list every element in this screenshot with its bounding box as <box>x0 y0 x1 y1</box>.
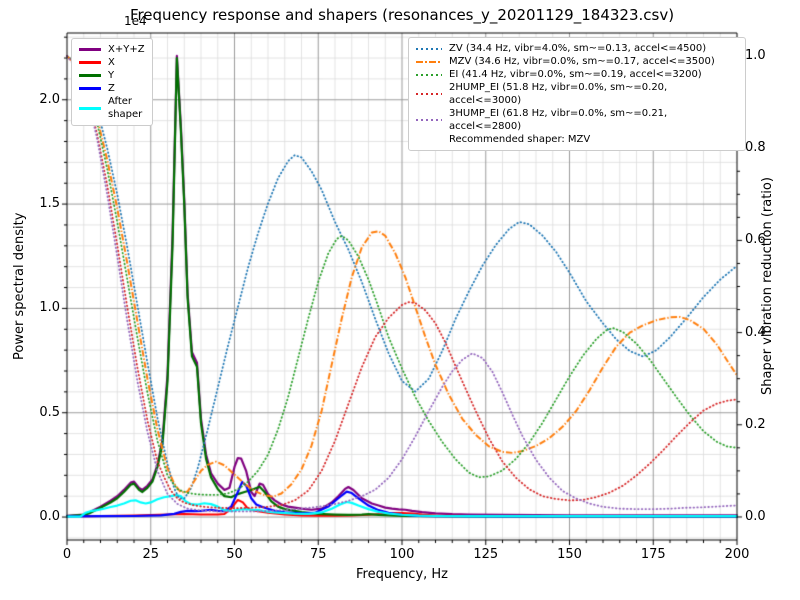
legend-shapers-line-sample <box>416 47 442 50</box>
legend-shapers-line-sample <box>416 73 442 76</box>
y-left-tick-label: 0.5 <box>39 404 60 420</box>
x-tick-label: 50 <box>226 547 243 562</box>
x-tick-label: 175 <box>640 547 666 562</box>
legend-shapers-line-sample <box>416 60 442 63</box>
y-left-tick-label: 1.0 <box>39 300 60 316</box>
x-tick-label: 150 <box>557 547 582 562</box>
legend-psd-label: Z <box>108 83 115 94</box>
x-tick-label: 25 <box>142 547 160 562</box>
legend-shapers-label: EI (41.4 Hz, vibr=0.0%, sm~=0.19, accel<… <box>449 69 702 80</box>
legend-shapers-line-sample <box>416 119 442 121</box>
x-axis-label: Frequency, Hz <box>355 567 449 582</box>
chart-title: Frequency response and shapers (resonanc… <box>129 6 675 24</box>
legend-psd-line-sample <box>79 48 101 51</box>
legend-shapers-label: ZV (34.4 Hz, vibr=4.0%, sm~=0.13, accel<… <box>449 43 707 54</box>
legend-shapers: ZV (34.4 Hz, vibr=4.0%, sm~=0.13, accel<… <box>408 37 746 151</box>
legend-shapers-empty-sample <box>416 139 442 141</box>
legend-psd-line-sample <box>79 87 101 90</box>
legend-shapers-label: MZV (34.6 Hz, vibr=0.0%, sm~=0.17, accel… <box>449 56 715 67</box>
legend-psd-item: Y <box>79 69 145 82</box>
legend-psd-label: After shaper <box>108 96 143 120</box>
legend-psd-item: X+Y+Z <box>79 43 145 56</box>
y-right-tick-label: 1.0 <box>745 48 766 64</box>
legend-psd: X+Y+Z X Y Z After shaper <box>71 38 153 126</box>
legend-psd-item: After shaper <box>79 95 145 121</box>
legend-shapers-item: 2HUMP_EI (51.8 Hz, vibr=0.0%, sm~=0.20, … <box>416 81 738 107</box>
legend-psd-item: X <box>79 56 145 69</box>
legend-shapers-label: 2HUMP_EI (51.8 Hz, vibr=0.0%, sm~=0.20, … <box>449 82 668 106</box>
x-tick-label: 75 <box>309 547 327 562</box>
legend-shapers-label: Recommended shaper: MZV <box>449 134 591 145</box>
y-left-tick-label: 0.0 <box>39 509 60 525</box>
y-right-tick-label: 0.0 <box>745 508 766 524</box>
y-axis-right-label: Shaper vibration reduction (ratio) <box>760 177 775 396</box>
legend-shapers-line-sample <box>416 93 442 95</box>
y-axis-offset-label: 1e4 <box>124 14 147 28</box>
legend-shapers-item: Recommended shaper: MZV <box>416 133 738 146</box>
legend-psd-item: Z <box>79 82 145 95</box>
y-right-tick-label: 0.2 <box>745 416 766 432</box>
legend-shapers-item: EI (41.4 Hz, vibr=0.0%, sm~=0.19, accel<… <box>416 68 738 81</box>
y-right-tick-label: 0.8 <box>745 140 766 156</box>
x-tick-label: 125 <box>473 547 499 562</box>
legend-shapers-item: 3HUMP_EI (61.8 Hz, vibr=0.0%, sm~=0.21, … <box>416 107 738 133</box>
y-left-tick-label: 1.5 <box>39 196 60 212</box>
x-tick-label: 100 <box>389 547 415 562</box>
legend-psd-line-sample <box>79 74 101 77</box>
legend-shapers-label: 3HUMP_EI (61.8 Hz, vibr=0.0%, sm~=0.21, … <box>449 108 668 132</box>
legend-shapers-item: MZV (34.6 Hz, vibr=0.0%, sm~=0.17, accel… <box>416 55 738 68</box>
x-tick-label: 200 <box>724 547 750 562</box>
y-right-tick-label: 0.4 <box>745 324 766 340</box>
legend-psd-line-sample <box>79 61 101 64</box>
y-left-tick-label: 2.0 <box>39 91 60 107</box>
y-right-tick-label: 0.6 <box>745 232 766 248</box>
legend-psd-label: X+Y+Z <box>108 44 145 55</box>
legend-shapers-item: ZV (34.4 Hz, vibr=4.0%, sm~=0.13, accel<… <box>416 42 738 55</box>
x-tick-label: 0 <box>62 547 72 562</box>
legend-psd-line-sample <box>79 106 101 110</box>
legend-psd-label: Y <box>108 70 115 81</box>
legend-psd-label: X <box>108 57 115 68</box>
y-axis-left-label: Power spectral density <box>12 212 27 361</box>
